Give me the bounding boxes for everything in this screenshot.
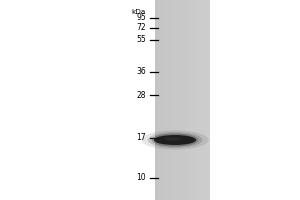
Text: 72: 72 [136, 23, 146, 32]
Ellipse shape [154, 135, 196, 145]
Text: 36: 36 [136, 68, 146, 76]
Ellipse shape [141, 130, 208, 150]
Text: 28: 28 [136, 90, 146, 99]
Text: 95: 95 [136, 14, 146, 22]
Ellipse shape [152, 133, 198, 147]
Text: kDa: kDa [132, 9, 146, 15]
Ellipse shape [165, 137, 182, 141]
Bar [155, 0, 210, 200]
Text: 55: 55 [136, 36, 146, 45]
Ellipse shape [148, 132, 202, 148]
Text: 17: 17 [136, 134, 146, 142]
Text: 10: 10 [136, 173, 146, 182]
